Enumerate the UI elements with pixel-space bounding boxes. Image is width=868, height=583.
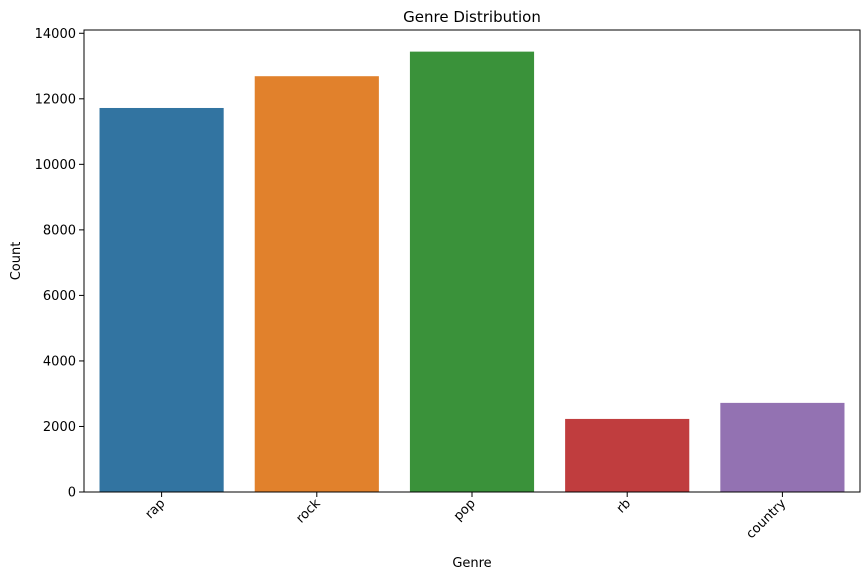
- y-tick-label: 6000: [43, 289, 76, 304]
- y-tick-label: 12000: [35, 92, 76, 107]
- y-axis-ticks: 0 2000 4000 6000 8000 10000 12000 14000: [35, 27, 84, 501]
- bar-pop: [409, 51, 535, 492]
- bar-rap: [99, 107, 224, 492]
- bars-layer: [99, 51, 845, 492]
- x-tick-label: rb: [614, 496, 634, 516]
- bar-country: [720, 402, 845, 492]
- y-axis-label: Count: [9, 242, 24, 281]
- x-tick-label: rock: [293, 496, 324, 527]
- x-tick-label: pop: [451, 496, 479, 524]
- x-tick-label: rap: [143, 496, 169, 522]
- bar-rb: [565, 418, 690, 492]
- bar-rock: [254, 76, 379, 492]
- y-tick-label: 4000: [43, 354, 76, 369]
- y-tick-label: 8000: [43, 223, 76, 238]
- plot-frame: [83, 29, 861, 493]
- x-axis-label: Genre: [452, 556, 491, 571]
- y-tick-label: 2000: [43, 420, 76, 435]
- x-axis-ticks: rap rock pop rb country: [143, 492, 789, 542]
- y-tick-label: 0: [68, 486, 76, 501]
- x-tick-label: country: [743, 496, 789, 542]
- chart-title: Genre Distribution: [403, 8, 541, 26]
- y-tick-label: 14000: [35, 27, 76, 42]
- y-tick-label: 10000: [35, 158, 76, 173]
